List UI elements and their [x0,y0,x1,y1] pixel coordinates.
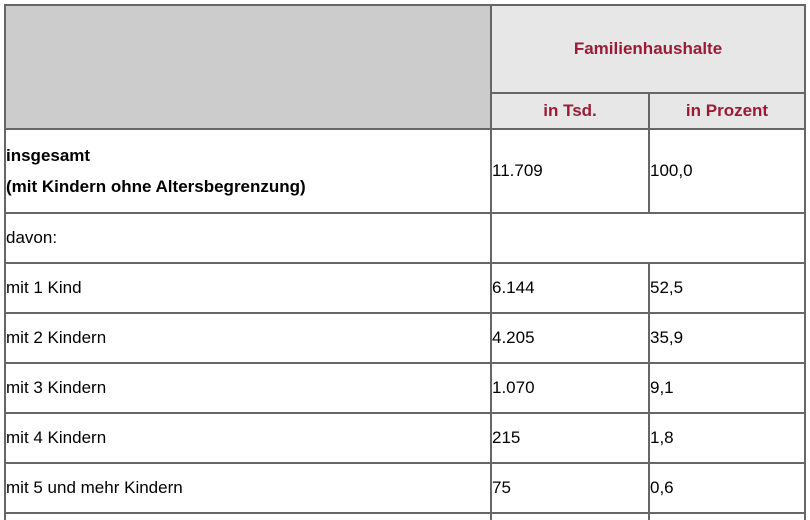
value-prozent-cell: 9,1 [647,362,807,414]
row-label-cell [4,512,492,520]
row-davon: davon: [4,212,807,264]
row-insgesamt: insgesamt (mit Kindern ohne Altersbegren… [4,128,807,214]
col-header-in-tsd: in Tsd. [490,92,650,130]
header-title-row: Familienhaushalte [4,4,807,130]
value-tsd-cell: 1.070 [490,362,650,414]
row-label-cell: mit 1 Kind [4,262,492,314]
row-label-cell: davon: [4,212,492,264]
value-tsd-cell: 75 [490,462,650,514]
value-tsd-cell: 11.709 [490,128,650,214]
value-prozent-cell: 100,0 [647,128,807,214]
value-prozent-cell: 35,9 [647,312,807,364]
col-header-in-prozent: in Prozent [647,92,807,130]
row-label-cell: insgesamt (mit Kindern ohne Altersbegren… [4,128,492,214]
row-label-cell: mit 5 und mehr Kindern [4,462,492,514]
row-label-cell: mit 4 Kindern [4,412,492,464]
row-clipped-partial [4,512,807,520]
table-corner-cell [4,4,492,130]
value-prozent-cell: 0,6 [647,462,807,514]
family-households-table: Familienhaushalte in Tsd. in Prozent ins… [4,4,807,520]
value-tsd-cell: 6.144 [490,262,650,314]
value-tsd-cell: 215 [490,412,650,464]
row-mit-2-kindern: mit 2 Kindern 4.205 35,9 [4,312,807,364]
row-label-line1: insgesamt [6,146,91,165]
merged-empty-cell [489,212,807,264]
row-label-cell: mit 2 Kindern [4,312,492,364]
value-tsd-cell [490,512,650,520]
table-title: Familienhaushalte [489,4,807,94]
row-label-line2: (mit Kindern ohne Altersbegrenzung) [6,177,306,196]
row-label-cell: mit 3 Kindern [4,362,492,414]
row-mit-5-und-mehr-kindern: mit 5 und mehr Kindern 75 0,6 [4,462,807,514]
row-mit-1-kind: mit 1 Kind 6.144 52,5 [4,262,807,314]
table-title-label: Familienhaushalte [573,39,723,58]
row-mit-3-kindern: mit 3 Kindern 1.070 9,1 [4,362,807,414]
value-prozent-cell [647,512,807,520]
value-prozent-cell: 1,8 [647,412,807,464]
row-mit-4-kindern: mit 4 Kindern 215 1,8 [4,412,807,464]
value-prozent-cell: 52,5 [647,262,807,314]
value-tsd-cell: 4.205 [490,312,650,364]
header-columns-row: in Tsd. in Prozent [5,92,807,130]
